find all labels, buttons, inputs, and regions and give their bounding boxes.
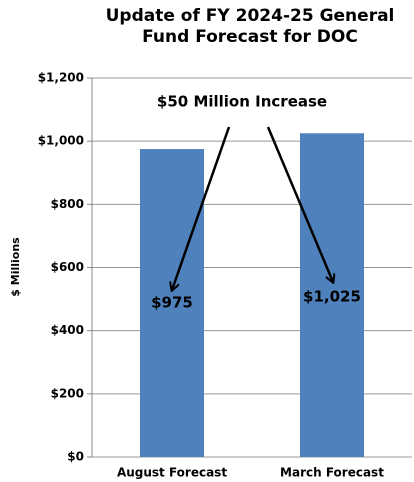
- x-tick-label: August Forecast: [117, 466, 227, 480]
- y-tick-label: $0: [67, 450, 84, 464]
- y-axis-label: $ Millions: [9, 237, 22, 297]
- bar: [140, 149, 204, 457]
- x-tick-label: March Forecast: [280, 466, 384, 480]
- chart-title: Update of FY 2024-25 General Fund Foreca…: [105, 6, 395, 47]
- arrow: [266, 126, 333, 282]
- y-tick-label: $600: [51, 260, 84, 274]
- value-label: $1,025: [303, 288, 361, 306]
- bars: [140, 133, 364, 458]
- annotation: $50 Million Increase: [157, 93, 327, 111]
- y-tick-label: $400: [51, 323, 84, 337]
- y-tick-label: $1,000: [38, 134, 84, 148]
- bar: [300, 133, 364, 458]
- arrow: [172, 126, 231, 290]
- y-tick-label: $800: [51, 197, 84, 211]
- y-tick-label: $1,200: [38, 71, 84, 85]
- y-tick-label: $200: [51, 386, 84, 400]
- value-label: $975: [151, 294, 193, 312]
